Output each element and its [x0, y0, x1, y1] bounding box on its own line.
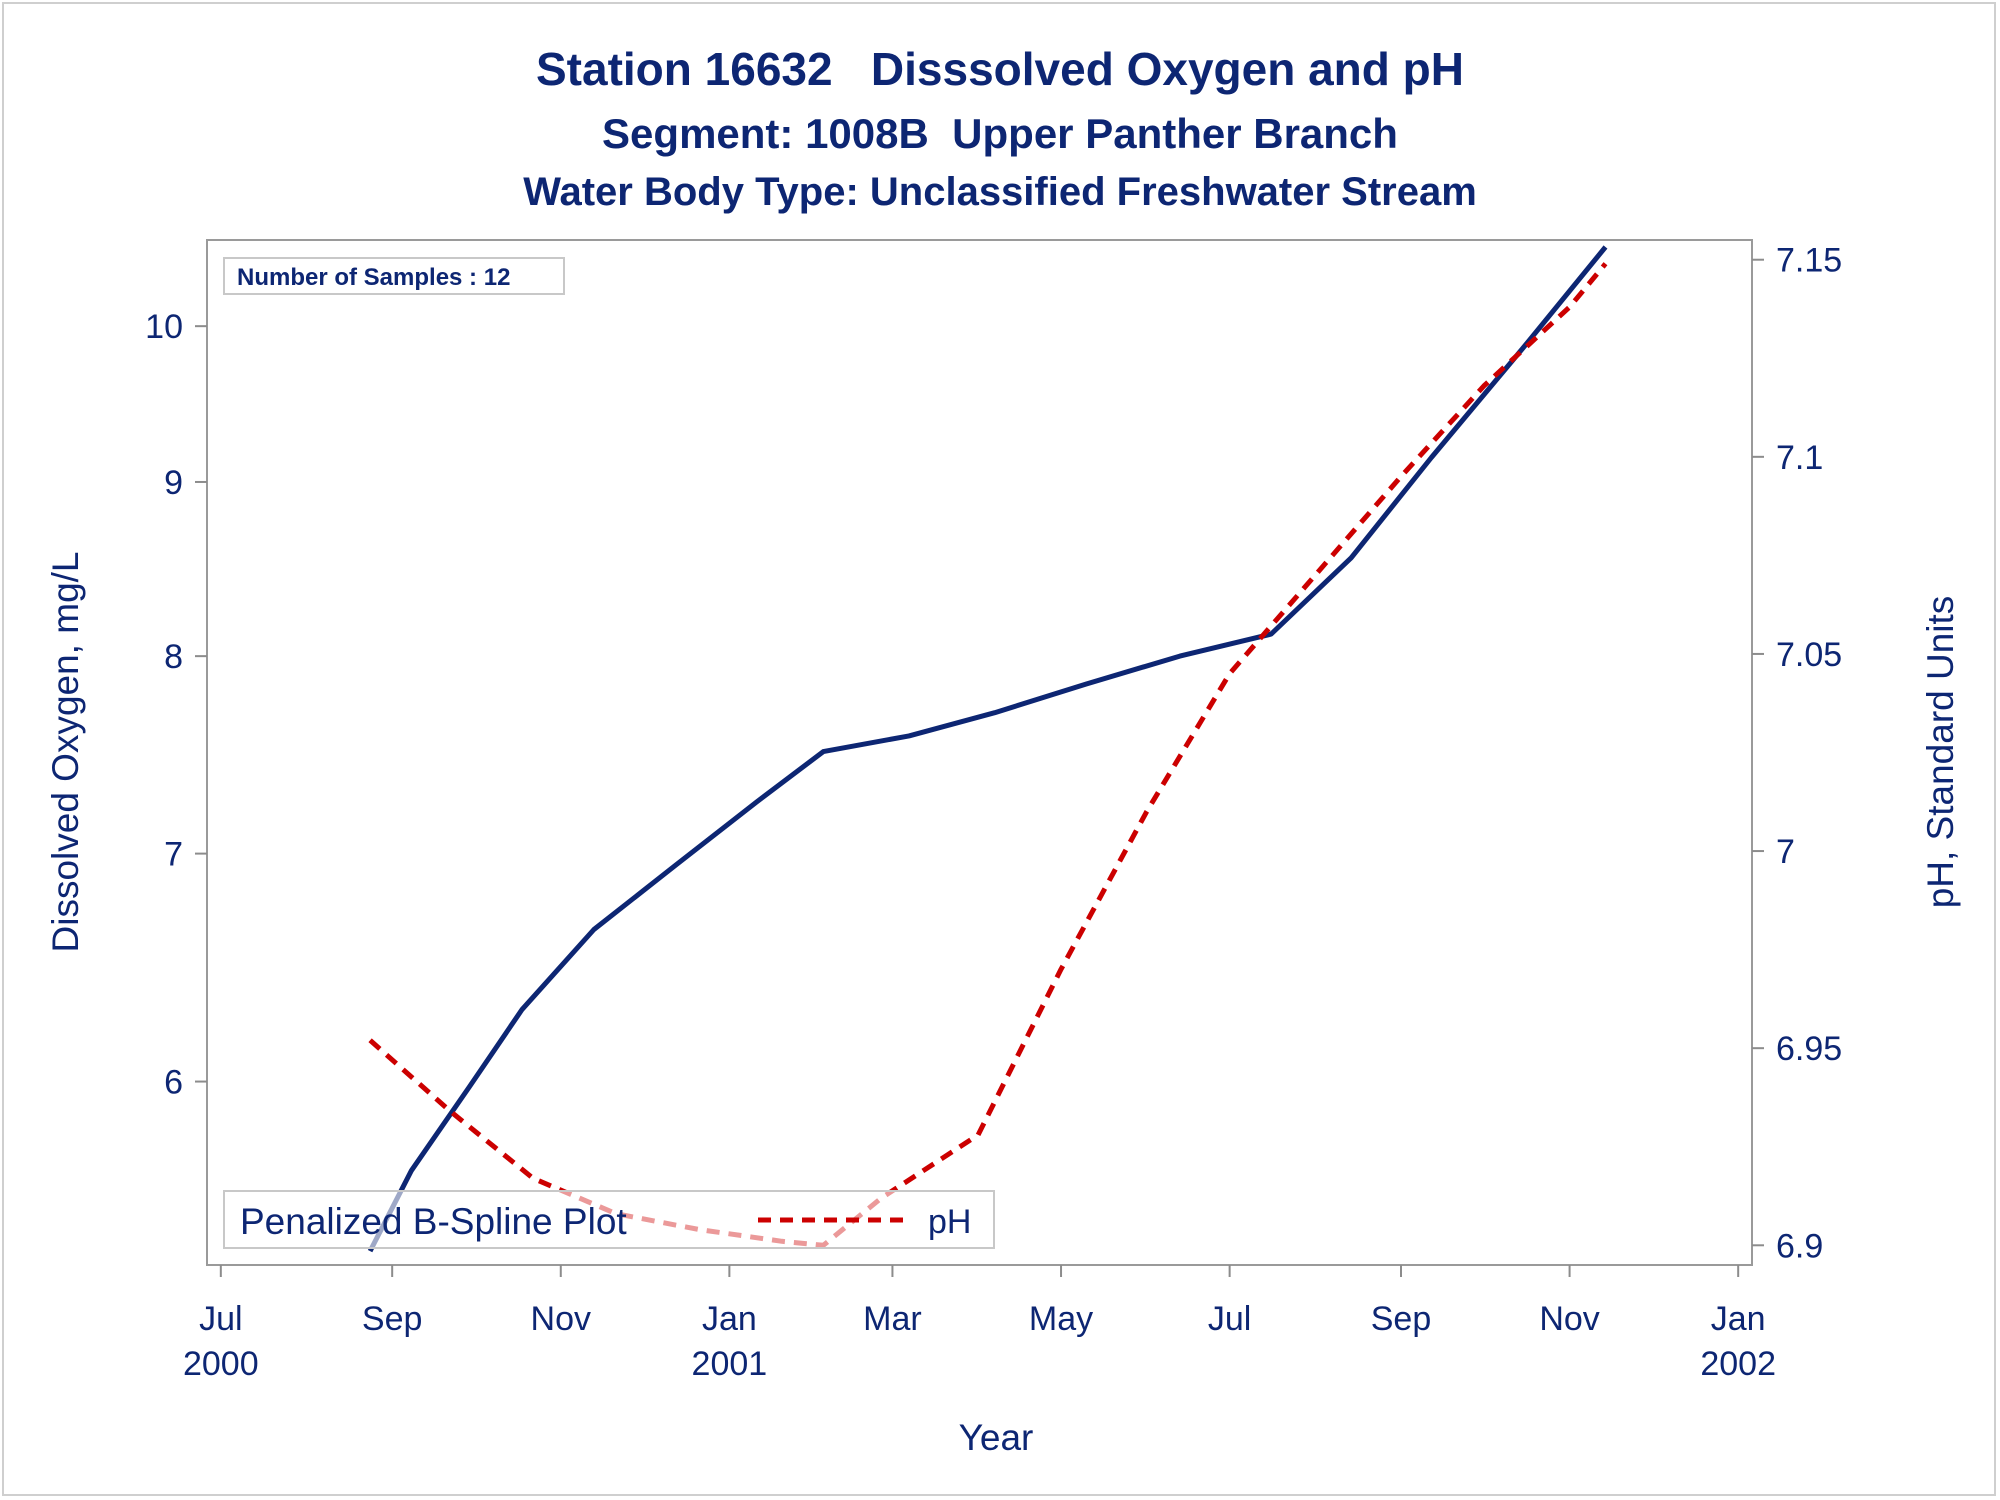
x-tick-label: Sep [1371, 1300, 1432, 1338]
y-right-tick-label: 7.05 [1776, 636, 1842, 674]
y-axis-left-label: Dissolved Oxygen, mg/L [45, 551, 86, 952]
y-left-tick-label: 7 [164, 836, 183, 874]
chart-subtitle-segment: Segment: 1008B Upper Panther Branch [602, 110, 1398, 157]
y-right-tick-label: 7.15 [1776, 242, 1842, 280]
y-right-tick-label: 6.95 [1776, 1030, 1842, 1068]
x-tick-label: Nov [1539, 1300, 1599, 1338]
y-left-tick-label: 10 [145, 308, 183, 346]
y-right-tick-label: 6.9 [1776, 1227, 1823, 1265]
legend-title: Penalized B-Spline Plot [240, 1201, 627, 1242]
y-left-tick-label: 9 [164, 464, 183, 502]
chart-title: Station 16632 Disssolved Oxygen and pH [536, 43, 1464, 95]
y-right-tick-label: 7.1 [1776, 439, 1823, 477]
y-axis-right-label: pH, Standard Units [1920, 596, 1961, 909]
chart-subtitle-waterbody: Water Body Type: Unclassified Freshwater… [523, 170, 1477, 214]
x-tick-label: May [1029, 1300, 1093, 1338]
ph-line [368, 262, 1608, 1248]
legend-box [223, 1190, 995, 1249]
x-tick-label: Jul [1208, 1300, 1251, 1338]
x-tick-year-label: 2001 [692, 1345, 768, 1383]
samples-inset: Number of Samples : 12 [223, 257, 565, 295]
x-axis-label: Year [959, 1417, 1034, 1458]
x-tick-label: Jan [1711, 1300, 1766, 1338]
legend: Penalized B-Spline Plot pH [223, 1190, 995, 1249]
plot-area [206, 239, 1753, 1266]
x-tick-label: Nov [531, 1300, 591, 1338]
x-tick-label: Jul [199, 1300, 242, 1338]
series-layer [367, 245, 1608, 1253]
legend-ph-label: pH [928, 1203, 971, 1241]
samples-inset-box [223, 257, 565, 295]
y-right-tick-label: 7 [1776, 833, 1795, 871]
axes-group: Jul 2000 Sep Nov Jan 2001 Mar May Jul Sep Nov Jan 20… [145, 242, 1842, 1383]
x-tick-label: Jan [702, 1300, 757, 1338]
y-left-tick-label: 6 [164, 1064, 183, 1102]
dissolved-oxygen-line [367, 245, 1608, 1253]
x-tick-label: Mar [863, 1300, 922, 1338]
x-tick-label: Sep [362, 1300, 423, 1338]
x-tick-year-label: 2002 [1700, 1345, 1776, 1383]
y-left-tick-label: 8 [164, 638, 183, 676]
x-tick-year-label: 2000 [183, 1345, 259, 1383]
samples-inset-text: Number of Samples : 12 [237, 264, 510, 291]
